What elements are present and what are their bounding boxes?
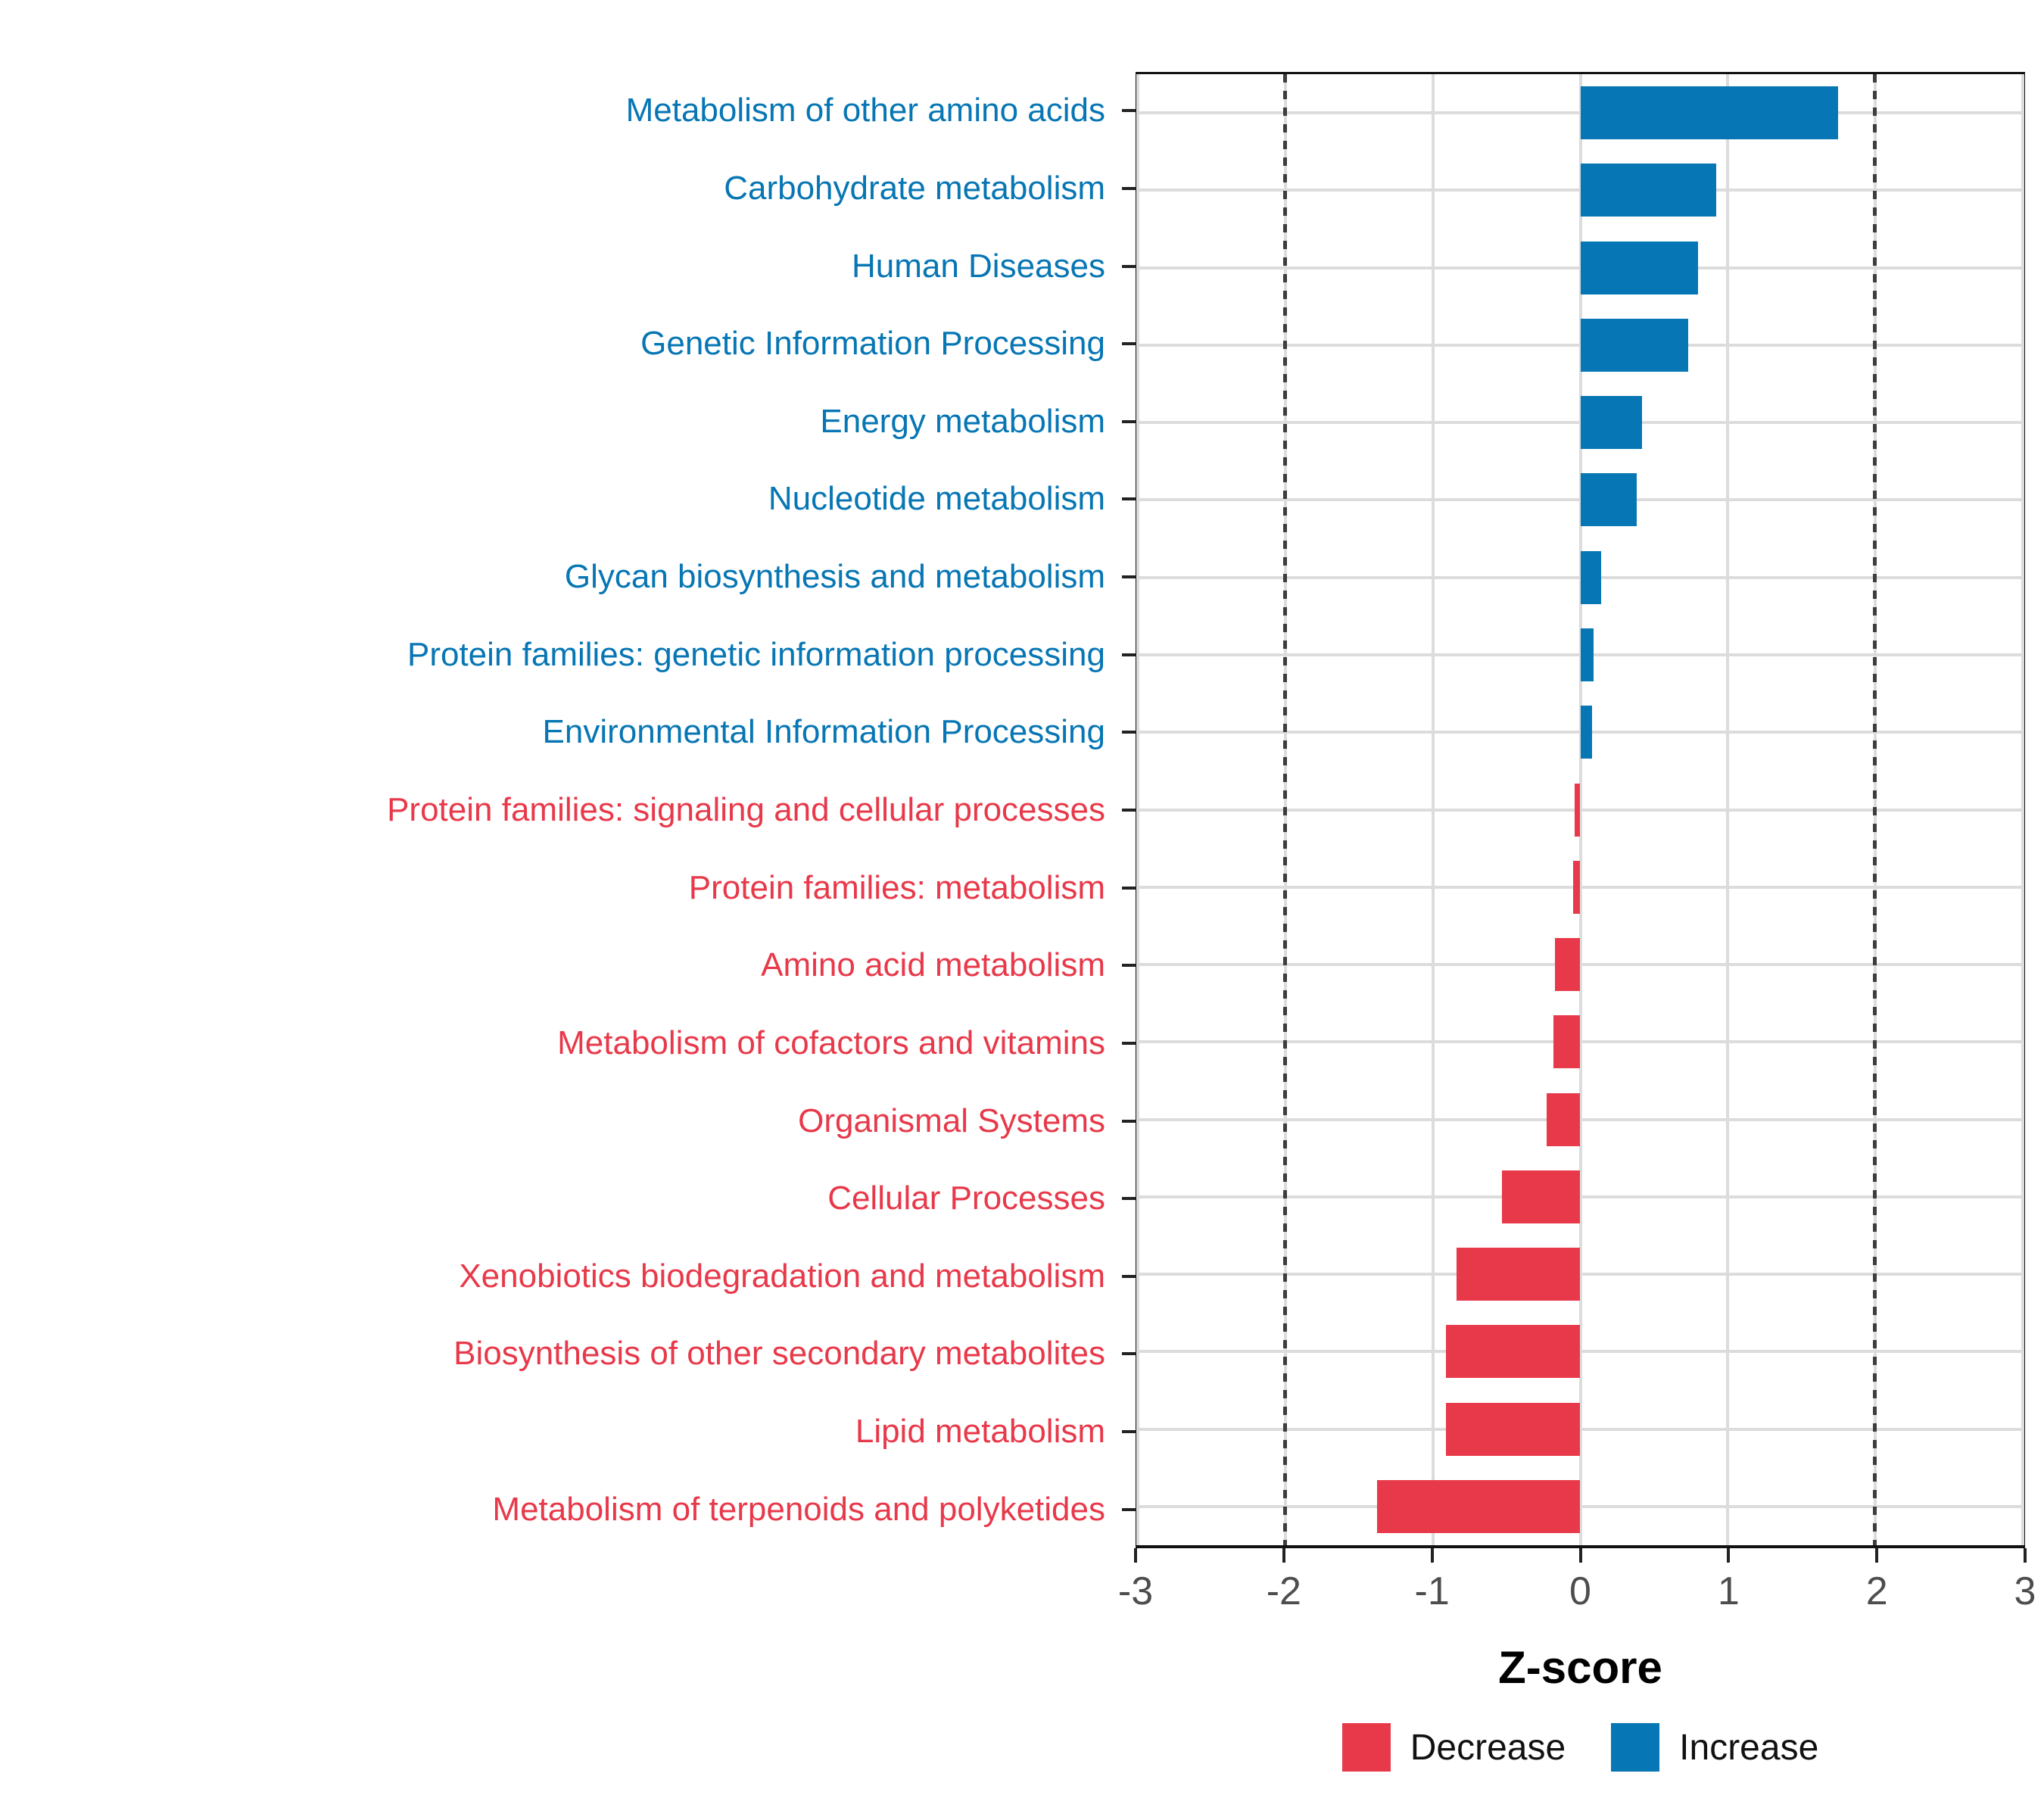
y-tick-human-diseases bbox=[1122, 264, 1136, 268]
y-label-energy-metabolism: Energy metabolism bbox=[820, 402, 1105, 440]
x-tick-label--2: -2 bbox=[1266, 1569, 1301, 1613]
bar-organismal-systems bbox=[1546, 1092, 1581, 1146]
x-tick-0 bbox=[1578, 1548, 1582, 1563]
bar-protein-families-signaling-and-cellular-processes bbox=[1574, 783, 1581, 837]
bar-human-diseases bbox=[1580, 241, 1699, 295]
bar-protein-families-metabolism bbox=[1572, 860, 1581, 914]
y-label-cellular-processes: Cellular Processes bbox=[827, 1180, 1105, 1217]
gridline-y-protein-families-signaling-and-cellular-processes bbox=[1138, 808, 2023, 812]
gridline-y-organismal-systems bbox=[1138, 1117, 2023, 1121]
y-tick-metabolism-of-other-amino-acids bbox=[1122, 109, 1136, 113]
legend-label-increase: Increase bbox=[1679, 1727, 1819, 1768]
y-label-lipid-metabolism: Lipid metabolism bbox=[855, 1413, 1105, 1451]
x-tick-3 bbox=[2024, 1548, 2027, 1563]
x-tick-label-1: 1 bbox=[1717, 1569, 1740, 1613]
bar-biosynthesis-of-other-secondary-metabolites bbox=[1446, 1325, 1581, 1379]
bar-energy-metabolism bbox=[1580, 396, 1643, 450]
y-label-environmental-information-processing: Environmental Information Processing bbox=[542, 713, 1105, 751]
plot-panel bbox=[1136, 72, 2025, 1548]
x-tick-2 bbox=[1875, 1548, 1879, 1563]
bar-protein-families-genetic-information-processing bbox=[1580, 628, 1594, 681]
legend-key-increase bbox=[1611, 1723, 1660, 1772]
y-tick-energy-metabolism bbox=[1122, 419, 1136, 423]
x-tick-label-3: 3 bbox=[2014, 1569, 2036, 1613]
y-label-metabolism-of-cofactors-and-vitamins: Metabolism of cofactors and vitamins bbox=[557, 1024, 1105, 1061]
y-tick-carbohydrate-metabolism bbox=[1122, 186, 1136, 190]
legend-item-increase: Increase bbox=[1611, 1723, 1818, 1772]
x-axis-title: Z-score bbox=[1498, 1642, 1662, 1693]
legend-key-decrease bbox=[1341, 1723, 1391, 1772]
y-label-amino-acid-metabolism: Amino acid metabolism bbox=[761, 946, 1105, 984]
y-tick-protein-families-signaling-and-cellular-processes bbox=[1122, 809, 1136, 812]
y-label-metabolism-of-other-amino-acids: Metabolism of other amino acids bbox=[625, 92, 1105, 129]
x-tick--2 bbox=[1282, 1548, 1285, 1563]
reference-line--2 bbox=[1282, 74, 1287, 1545]
y-tick-amino-acid-metabolism bbox=[1122, 964, 1136, 968]
gridline-y-amino-acid-metabolism bbox=[1138, 963, 2023, 967]
bar-lipid-metabolism bbox=[1446, 1402, 1581, 1456]
y-tick-xenobiotics-biodegradation-and-metabolism bbox=[1122, 1274, 1136, 1278]
y-label-glycan-biosynthesis-and-metabolism: Glycan biosynthesis and metabolism bbox=[564, 558, 1105, 596]
x-axis-ticks bbox=[1134, 1548, 2027, 1563]
y-tick-genetic-information-processing bbox=[1122, 342, 1136, 346]
y-label-metabolism-of-terpenoids-and-polyketides: Metabolism of terpenoids and polyketides bbox=[492, 1490, 1105, 1528]
bar-glycan-biosynthesis-and-metabolism bbox=[1580, 550, 1601, 604]
y-tick-environmental-information-processing bbox=[1122, 731, 1136, 734]
x-axis-tick-labels: -3 -2 -1 0 1 2 3 bbox=[1118, 1569, 2036, 1617]
y-label-protein-families-metabolism: Protein families: metabolism bbox=[688, 868, 1105, 906]
bar-amino-acid-metabolism bbox=[1555, 938, 1581, 992]
y-tick-lipid-metabolism bbox=[1122, 1430, 1136, 1434]
x-tick--1 bbox=[1430, 1548, 1434, 1563]
y-tick-organismal-systems bbox=[1122, 1119, 1136, 1123]
bar-metabolism-of-other-amino-acids bbox=[1580, 86, 1839, 140]
x-tick-1 bbox=[1727, 1548, 1731, 1563]
y-tick-protein-families-genetic-information-processing bbox=[1122, 653, 1136, 656]
legend-label-decrease: Decrease bbox=[1410, 1727, 1566, 1768]
y-tick-cellular-processes bbox=[1122, 1197, 1136, 1201]
reference-line-2 bbox=[1873, 74, 1877, 1545]
y-tick-metabolism-of-cofactors-and-vitamins bbox=[1122, 1041, 1136, 1045]
gridline-y-protein-families-metabolism bbox=[1138, 885, 2023, 889]
bar-xenobiotics-biodegradation-and-metabolism bbox=[1456, 1248, 1581, 1301]
gridline-y-xenobiotics-biodegradation-and-metabolism bbox=[1138, 1273, 2023, 1276]
x-tick-label-2: 2 bbox=[1865, 1569, 1888, 1613]
y-label-organismal-systems: Organismal Systems bbox=[798, 1102, 1105, 1139]
x-tick-label--1: -1 bbox=[1414, 1569, 1450, 1613]
y-label-protein-families-genetic-information-processing: Protein families: genetic information pr… bbox=[407, 635, 1105, 673]
bar-nucleotide-metabolism bbox=[1580, 473, 1637, 527]
legend: Decrease Increase bbox=[1136, 1717, 2025, 1778]
x-tick-label--3: -3 bbox=[1117, 1569, 1154, 1613]
y-label-carbohydrate-metabolism: Carbohydrate metabolism bbox=[724, 169, 1105, 207]
bar-metabolism-of-cofactors-and-vitamins bbox=[1553, 1015, 1581, 1069]
bar-genetic-information-processing bbox=[1580, 318, 1688, 372]
y-label-biosynthesis-of-other-secondary-metabolites: Biosynthesis of other secondary metaboli… bbox=[453, 1335, 1105, 1373]
y-axis-labels: Metabolism of other amino acids Carbohydr… bbox=[0, 72, 1105, 1548]
bar-carbohydrate-metabolism bbox=[1580, 164, 1716, 217]
x-tick-label-0: 0 bbox=[1569, 1569, 1591, 1613]
gridline-y-metabolism-of-cofactors-and-vitamins bbox=[1138, 1040, 2023, 1044]
y-tick-metabolism-of-terpenoids-and-polyketides bbox=[1122, 1507, 1136, 1511]
gridline-y-lipid-metabolism bbox=[1138, 1427, 2023, 1431]
gridline-y-metabolism-of-terpenoids-and-polyketides bbox=[1138, 1504, 2023, 1508]
x-tick--3 bbox=[1134, 1548, 1137, 1563]
y-axis-ticks bbox=[1122, 72, 1136, 1548]
y-label-nucleotide-metabolism: Nucleotide metabolism bbox=[768, 480, 1105, 518]
y-label-protein-families-signaling-and-cellular-processes: Protein families: signaling and cellular… bbox=[387, 791, 1105, 828]
bar-cellular-processes bbox=[1502, 1170, 1581, 1223]
bar-environmental-information-processing bbox=[1580, 706, 1593, 759]
legend-item-decrease: Decrease bbox=[1341, 1723, 1566, 1772]
y-label-human-diseases: Human Diseases bbox=[851, 247, 1105, 285]
y-tick-biosynthesis-of-other-secondary-metabolites bbox=[1122, 1352, 1136, 1356]
y-tick-protein-families-metabolism bbox=[1122, 886, 1136, 890]
y-tick-glycan-biosynthesis-and-metabolism bbox=[1122, 575, 1136, 579]
bar-metabolism-of-terpenoids-and-polyketides bbox=[1376, 1479, 1581, 1533]
gridline-x-3 bbox=[2021, 74, 2024, 1545]
gridline-y-biosynthesis-of-other-secondary-metabolites bbox=[1138, 1350, 2023, 1354]
y-label-xenobiotics-biodegradation-and-metabolism: Xenobiotics biodegradation and metabolis… bbox=[459, 1257, 1105, 1295]
y-tick-nucleotide-metabolism bbox=[1122, 497, 1136, 501]
y-label-genetic-information-processing: Genetic Information Processing bbox=[640, 325, 1105, 363]
gridline-y-cellular-processes bbox=[1138, 1195, 2023, 1198]
